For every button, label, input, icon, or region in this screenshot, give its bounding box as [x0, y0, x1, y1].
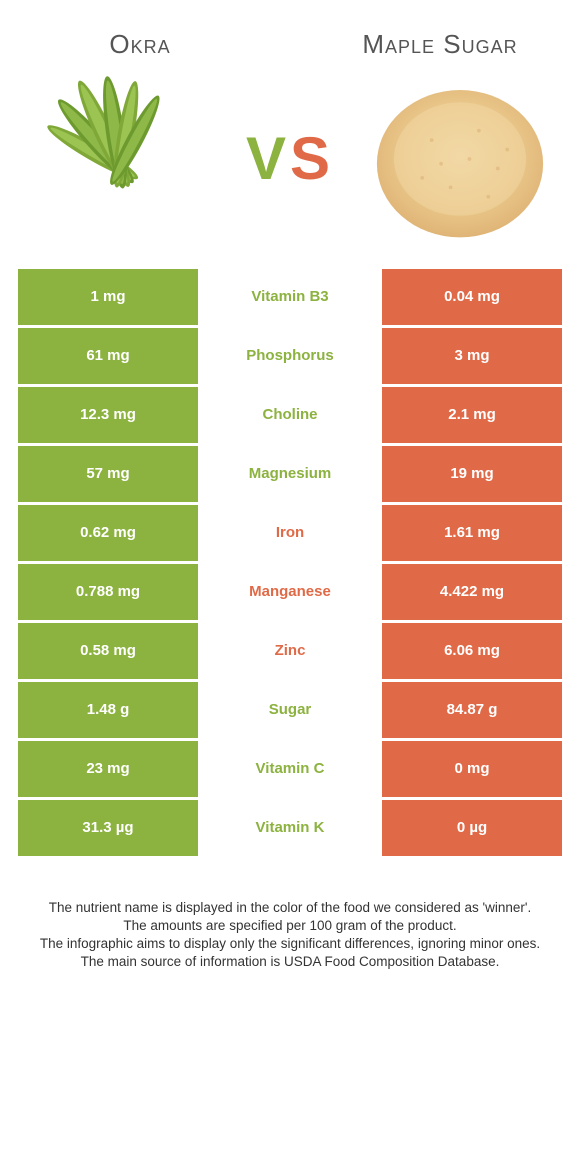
footer-line: The infographic aims to display only the… — [30, 935, 550, 953]
left-value: 1 mg — [18, 269, 198, 325]
table-row: 0.62 mgIron1.61 mg — [18, 505, 562, 561]
footer-notes: The nutrient name is displayed in the co… — [0, 859, 580, 972]
nutrient-label: Manganese — [198, 564, 382, 620]
footer-line: The nutrient name is displayed in the co… — [30, 899, 550, 917]
footer-line: The main source of information is USDA F… — [30, 953, 550, 971]
nutrient-label: Vitamin K — [198, 800, 382, 856]
left-value: 0.62 mg — [18, 505, 198, 561]
left-value: 12.3 mg — [18, 387, 198, 443]
left-value: 1.48 g — [18, 682, 198, 738]
left-value: 0.58 mg — [18, 623, 198, 679]
left-value: 57 mg — [18, 446, 198, 502]
table-row: 12.3 mgCholine2.1 mg — [18, 387, 562, 443]
comparison-table: 1 mgVitamin B30.04 mg61 mgPhosphorus3 mg… — [0, 269, 580, 856]
nutrient-label: Sugar — [198, 682, 382, 738]
powder-icon — [365, 74, 555, 244]
table-row: 61 mgPhosphorus3 mg — [18, 328, 562, 384]
okra-icon — [30, 74, 210, 244]
right-value: 1.61 mg — [382, 505, 562, 561]
nutrient-label: Phosphorus — [198, 328, 382, 384]
vs-s: S — [290, 125, 334, 192]
right-value: 0.04 mg — [382, 269, 562, 325]
left-value: 23 mg — [18, 741, 198, 797]
okra-image — [20, 69, 220, 249]
table-row: 1 mgVitamin B30.04 mg — [18, 269, 562, 325]
nutrient-label: Zinc — [198, 623, 382, 679]
table-row: 0.788 mgManganese4.422 mg — [18, 564, 562, 620]
vs-v: V — [246, 125, 290, 192]
right-value: 4.422 mg — [382, 564, 562, 620]
right-value: 0 mg — [382, 741, 562, 797]
right-value: 2.1 mg — [382, 387, 562, 443]
left-value: 31.3 µg — [18, 800, 198, 856]
nutrient-label: Magnesium — [198, 446, 382, 502]
right-value: 6.06 mg — [382, 623, 562, 679]
table-row: 1.48 gSugar84.87 g — [18, 682, 562, 738]
right-value: 3 mg — [382, 328, 562, 384]
vs-label: VS — [246, 124, 334, 193]
nutrient-label: Iron — [198, 505, 382, 561]
right-food-title: Maple Sugar — [340, 30, 540, 59]
right-value: 19 mg — [382, 446, 562, 502]
images-row: VS — [0, 69, 580, 269]
footer-line: The amounts are specified per 100 gram o… — [30, 917, 550, 935]
maple-sugar-image — [360, 69, 560, 249]
right-value: 84.87 g — [382, 682, 562, 738]
left-food-title: Okra — [40, 30, 240, 59]
nutrient-label: Vitamin C — [198, 741, 382, 797]
header: Okra Maple Sugar — [0, 0, 580, 69]
table-row: 31.3 µgVitamin K0 µg — [18, 800, 562, 856]
right-value: 0 µg — [382, 800, 562, 856]
left-value: 61 mg — [18, 328, 198, 384]
nutrient-label: Vitamin B3 — [198, 269, 382, 325]
table-row: 0.58 mgZinc6.06 mg — [18, 623, 562, 679]
table-row: 57 mgMagnesium19 mg — [18, 446, 562, 502]
table-row: 23 mgVitamin C0 mg — [18, 741, 562, 797]
nutrient-label: Choline — [198, 387, 382, 443]
left-value: 0.788 mg — [18, 564, 198, 620]
